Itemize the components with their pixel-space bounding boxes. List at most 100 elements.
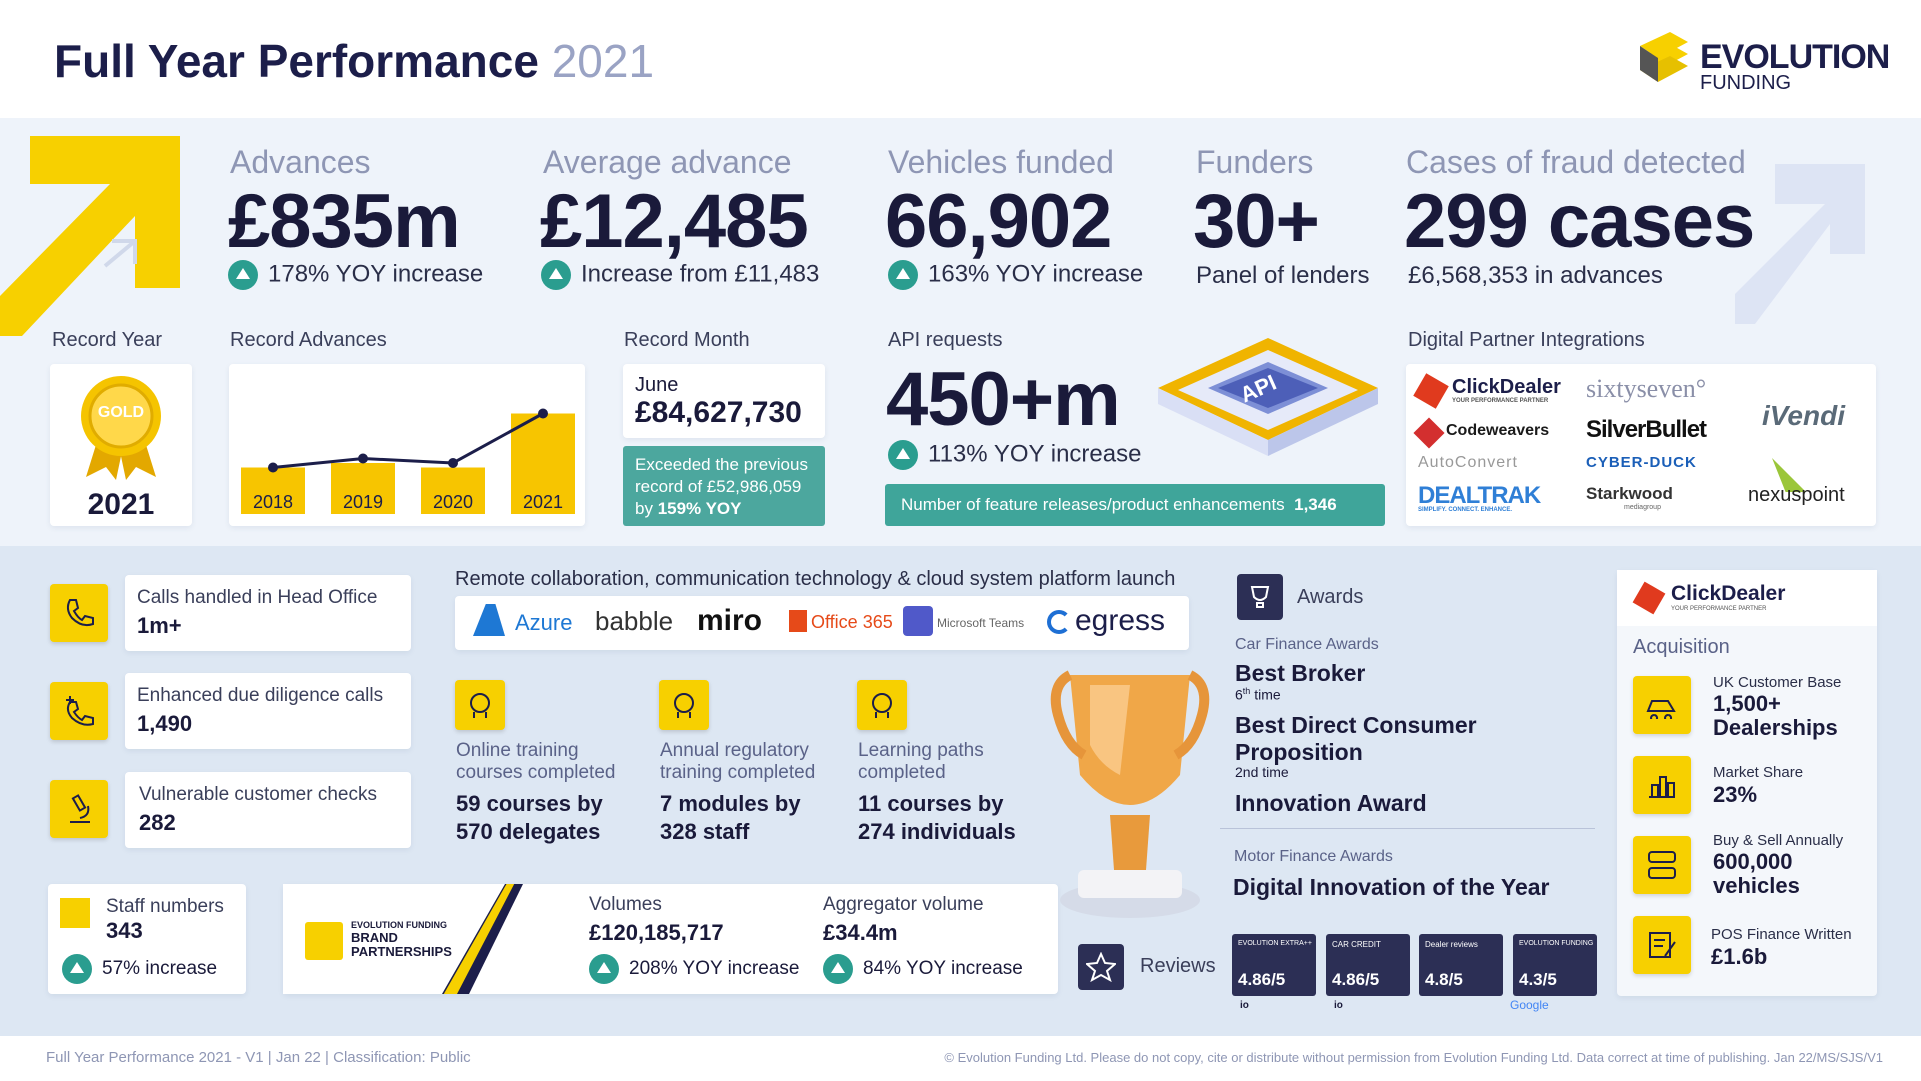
advances-value: £835m [228, 179, 461, 264]
vehicles-value: 66,902 [885, 179, 1112, 264]
calls-value: 1m+ [137, 613, 182, 638]
up-arrow-icon [541, 260, 571, 290]
microscope-icon [50, 780, 108, 838]
egress-icon [1047, 610, 1071, 634]
car-finance-label: Car Finance Awards [1235, 636, 1379, 653]
api-chip-icon [1158, 338, 1378, 456]
aggregator-sub: 84% YOY increase [823, 954, 1023, 984]
up-arrow-icon [888, 440, 918, 470]
review-badge-0: EVOLUTION EXTRA++ 4.86/5 [1232, 934, 1316, 996]
average-value: £12,485 [540, 179, 809, 264]
cd-value-2: 600,000 vehicles [1713, 849, 1800, 898]
clickdealer-logo-icon [1413, 373, 1449, 409]
calls-card-2: Vulnerable customer checks 282 [125, 772, 411, 848]
logo-azure: Azure [515, 610, 573, 635]
brand-top: EVOLUTION [1700, 38, 1890, 76]
partners-card: ClickDealer YOUR PERFORMANCE PARTNER six… [1406, 364, 1876, 526]
office-icon [789, 610, 807, 632]
azure-icon [473, 604, 505, 636]
partners-label: Digital Partner Integrations [1408, 329, 1645, 351]
record-month-month: June [635, 374, 679, 396]
advances-title: Advances [230, 144, 371, 180]
star-icon [1078, 944, 1124, 990]
remote-logos-card: Azure babble miro Office 365 Microsoft T… [455, 596, 1189, 650]
chart-point-2021 [538, 408, 548, 419]
record-advances-card: 2018 2019 2020 2021 [229, 364, 585, 526]
chart-bar-2019 [331, 463, 395, 514]
codeweavers-logo-icon [1413, 417, 1445, 449]
calls-card-0: Calls handled in Head Office 1m+ [125, 575, 411, 651]
api-label: API requests [888, 329, 1003, 351]
page-title: Full Year Performance 2021 [54, 35, 655, 87]
average-sub: Increase from £11,483 [541, 260, 819, 290]
vulnerable-label: Vulnerable customer checks [139, 784, 377, 805]
chart-label-2020: 2020 [433, 492, 473, 512]
review-source-0: io [1240, 1000, 1249, 1011]
training-value-0: 59 courses by 570 delegates [456, 791, 603, 844]
partnership-icon [305, 922, 343, 960]
trophy-icon [1050, 670, 1210, 918]
remote-title: Remote collaboration, communication tech… [455, 568, 1176, 590]
award-best-broker: Best Broker [1235, 660, 1366, 686]
clickdealer-tag: YOUR PERFORMANCE PARTNER [1671, 606, 1767, 612]
brand-bottom: FUNDING [1700, 72, 1792, 94]
calls-card-1: Enhanced due diligence calls 1,490 [125, 673, 411, 749]
car-dealer-icon [1633, 676, 1691, 734]
chart-trend-line [272, 412, 544, 469]
staff-sub: 57% increase [62, 954, 217, 984]
chart-point-2019 [358, 453, 368, 464]
training-value-2: 11 courses by 274 individuals [858, 791, 1016, 844]
api-sub: 113% YOY increase [888, 440, 1141, 470]
aggregator-label: Aggregator volume [823, 894, 984, 915]
average-title: Average advance [543, 144, 792, 180]
medal-text: GOLD [97, 404, 145, 421]
award-best-direct: Best Direct Consumer Proposition [1235, 712, 1477, 765]
vehicles-title: Vehicles funded [888, 144, 1114, 180]
volumes-value: £120,185,717 [589, 920, 724, 945]
partner-clickdealer-tag: YOUR PERFORMANCE PARTNER [1452, 398, 1549, 404]
partner-clickdealer: ClickDealer [1452, 376, 1561, 398]
vehicles-sub: 163% YOY increase [888, 260, 1143, 290]
page-year: 2021 [551, 35, 655, 87]
teams-icon [903, 606, 933, 636]
evolution-logo-icon [1630, 28, 1694, 92]
fraud-title: Cases of fraud detected [1406, 144, 1746, 180]
partner-silverbullet: SilverBullet [1586, 416, 1707, 443]
bp-line3: PARTNERSHIPS [351, 944, 452, 959]
partner-cyberduck: CYBER-DUCK [1586, 454, 1697, 471]
brand-partnerships-card: EVOLUTION FUNDING BRAND PARTNERSHIPS Vol… [283, 884, 1058, 994]
record-month-card: June £84,627,730 [623, 364, 825, 438]
cd-value-1: 23% [1713, 782, 1758, 807]
award-cup-icon [1237, 574, 1283, 620]
vehicles-icon [1633, 836, 1691, 894]
awards-label: Awards [1297, 586, 1364, 608]
up-arrow-icon [589, 954, 619, 984]
bp-line2: BRAND [351, 930, 398, 945]
chart-bar-2021 [511, 413, 575, 514]
document-pen-icon [1633, 916, 1691, 974]
partner-starkwood: Starkwood [1586, 484, 1673, 503]
partner-dealtrak-tag: SIMPLIFY. CONNECT. ENHANCE. [1418, 507, 1513, 513]
up-arrow-icon [228, 260, 258, 290]
head-icon [659, 680, 709, 730]
partner-starkwood-tag: mediagroup [1624, 504, 1661, 511]
training-label-1: Annual regulatory training completed [660, 740, 816, 783]
acquisition-label: Acquisition [1633, 636, 1730, 658]
funders-value: 30+ [1193, 179, 1320, 264]
volumes-label: Volumes [589, 894, 662, 915]
head-icon [857, 680, 907, 730]
logo-office365: Office 365 [811, 612, 893, 632]
evolution-small-icon [60, 898, 90, 928]
due-diligence-label: Enhanced due diligence calls [137, 685, 384, 706]
chart-bar-2020 [421, 467, 485, 514]
funders-sub: Panel of lenders [1196, 262, 1370, 289]
footer-left: Full Year Performance 2021 - V1 | Jan 22… [46, 1049, 471, 1066]
funders-title: Funders [1196, 144, 1314, 180]
phone-plus-icon [50, 682, 108, 740]
awards-divider [1220, 828, 1595, 829]
chart-label-2018: 2018 [253, 492, 293, 512]
chart-bar-2018 [241, 467, 305, 514]
cd-value-3: £1.6b [1711, 944, 1768, 969]
clickdealer-card: ClickDealer YOUR PERFORMANCE PARTNER Acq… [1617, 570, 1877, 996]
reviews-label: Reviews [1140, 955, 1216, 977]
